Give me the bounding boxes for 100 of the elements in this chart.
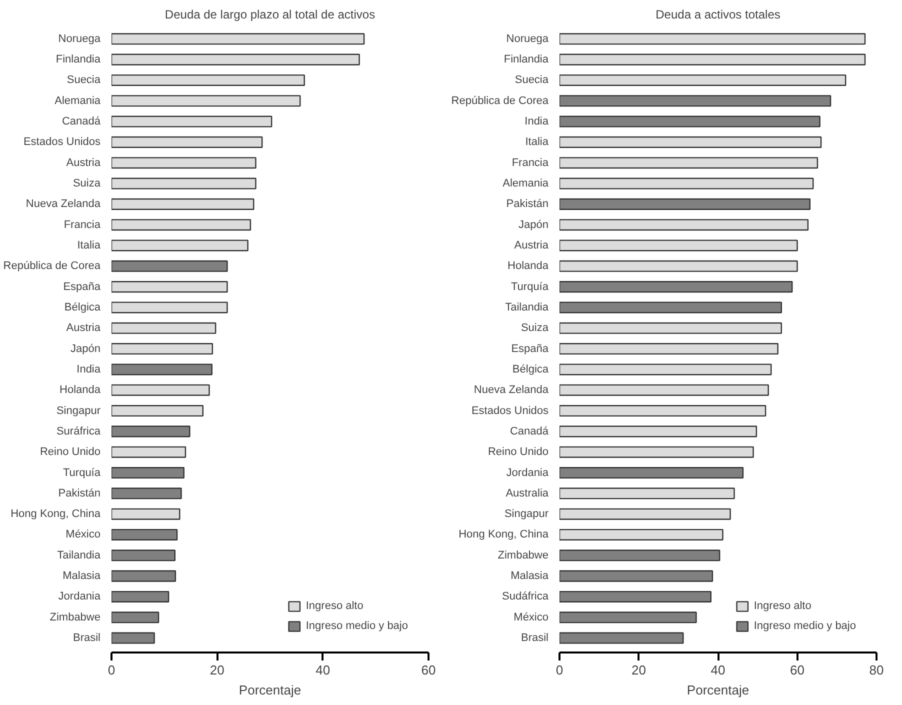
- y-tick-label: Pakistán: [58, 487, 101, 500]
- bar: [560, 240, 798, 252]
- y-tick-label: Turquía: [511, 280, 550, 293]
- bar: [112, 632, 155, 644]
- chart-title: Deuda a activos totales: [656, 8, 780, 22]
- bar: [560, 322, 782, 334]
- y-tick-label: Zimbabwe: [498, 549, 549, 562]
- y-tick-label: México: [514, 611, 548, 624]
- y-tick-label: Brasil: [72, 632, 101, 644]
- y-tick-label: Hong Kong, China: [10, 508, 102, 520]
- bar: [112, 508, 180, 520]
- bar: [560, 632, 684, 644]
- bar: [112, 426, 190, 438]
- bar: [112, 240, 248, 252]
- bar: [560, 136, 822, 148]
- y-tick-label: Holanda: [508, 260, 550, 272]
- y-tick-label: Holanda: [60, 384, 102, 396]
- bar: [112, 405, 204, 417]
- bar: [112, 322, 216, 334]
- x-axis-title: Porcentaje: [686, 682, 750, 698]
- x-axis-title: Porcentaje: [238, 682, 302, 698]
- bar: [112, 302, 228, 314]
- y-tick-label: Italia: [77, 239, 102, 252]
- bar: [560, 364, 772, 376]
- y-tick-label: Reino Unido: [40, 446, 101, 458]
- bar: [112, 95, 301, 107]
- bar: [112, 612, 160, 624]
- x-tick-label: 0: [108, 662, 116, 678]
- bar: [560, 384, 769, 396]
- y-tick-label: Canadá: [510, 425, 550, 438]
- bar: [560, 612, 697, 624]
- bar: [112, 384, 210, 396]
- bar: [112, 488, 182, 500]
- x-tick-label: 60: [421, 662, 436, 678]
- y-tick-label: Jordania: [58, 590, 102, 603]
- y-tick-label: Turquía: [63, 466, 102, 479]
- y-tick-label: Alemania: [54, 94, 102, 107]
- bar: [112, 570, 176, 582]
- bar: [560, 198, 811, 210]
- y-tick-label: Austria: [514, 239, 550, 252]
- y-tick-label: Sudáfrica: [502, 590, 550, 603]
- y-tick-label: Singapur: [504, 508, 549, 520]
- y-tick-label: Italia: [525, 136, 550, 148]
- x-tick-label: 60: [790, 662, 804, 678]
- y-tick-label: Noruega: [506, 32, 550, 45]
- bar: [560, 488, 735, 500]
- bar: [112, 281, 228, 293]
- bar: [112, 198, 254, 210]
- bar: [112, 590, 170, 602]
- bar: [112, 136, 263, 148]
- y-tick-label: Estados Unidos: [471, 404, 549, 417]
- bar: [560, 54, 866, 66]
- bar: [112, 343, 214, 355]
- bar: [112, 550, 176, 562]
- y-tick-label: Estados Unidos: [23, 136, 101, 148]
- bar: [112, 33, 365, 45]
- y-tick-label: Noruega: [58, 32, 102, 45]
- bar: [560, 302, 782, 314]
- y-tick-label: Alemania: [502, 178, 550, 190]
- x-tick-label: 40: [316, 662, 330, 678]
- legend-label: Ingreso alto: [754, 600, 812, 612]
- bar: [560, 426, 758, 438]
- legend-label: Ingreso medio y bajo: [306, 620, 408, 632]
- legend-label: Ingreso alto: [306, 600, 364, 612]
- y-tick-label: Japón: [70, 342, 101, 355]
- y-tick-label: Jordania: [506, 466, 550, 479]
- x-tick-label: 40: [710, 662, 726, 678]
- y-tick-label: México: [66, 528, 100, 541]
- y-tick-label: Malasia: [62, 570, 102, 582]
- bar: [112, 116, 272, 128]
- y-tick-label: Australia: [506, 487, 550, 500]
- x-tick-label: 20: [632, 662, 646, 678]
- bar: [560, 446, 754, 458]
- y-tick-label: India: [76, 363, 102, 376]
- bar: [560, 178, 814, 190]
- bar: [112, 528, 178, 541]
- y-tick-label: España: [511, 342, 550, 355]
- bar: [560, 33, 866, 45]
- y-tick-label: Francia: [64, 218, 102, 231]
- y-tick-label: Bélgica: [64, 301, 102, 314]
- bar: [560, 116, 820, 128]
- y-tick-label: Japón: [518, 218, 549, 231]
- y-tick-label: Finlandia: [504, 54, 550, 66]
- y-tick-label: República de Corea: [3, 260, 102, 272]
- bar: [560, 281, 793, 293]
- y-tick-label: Reino Unido: [488, 446, 549, 458]
- y-tick-label: Finlandia: [56, 54, 102, 66]
- x-tick-label: 0: [556, 662, 564, 678]
- bar: [112, 178, 256, 190]
- y-tick-label: Brasil: [520, 632, 549, 644]
- y-tick-label: Tailandia: [505, 301, 550, 314]
- y-tick-label: Tailandia: [57, 549, 102, 562]
- bar: [560, 528, 724, 541]
- bar: [112, 260, 228, 272]
- bar: [560, 260, 798, 272]
- bar: [560, 157, 818, 169]
- y-tick-label: Austria: [66, 156, 102, 169]
- y-tick-label: República de Corea: [451, 94, 550, 107]
- bar: [560, 590, 712, 602]
- y-tick-label: India: [524, 116, 550, 128]
